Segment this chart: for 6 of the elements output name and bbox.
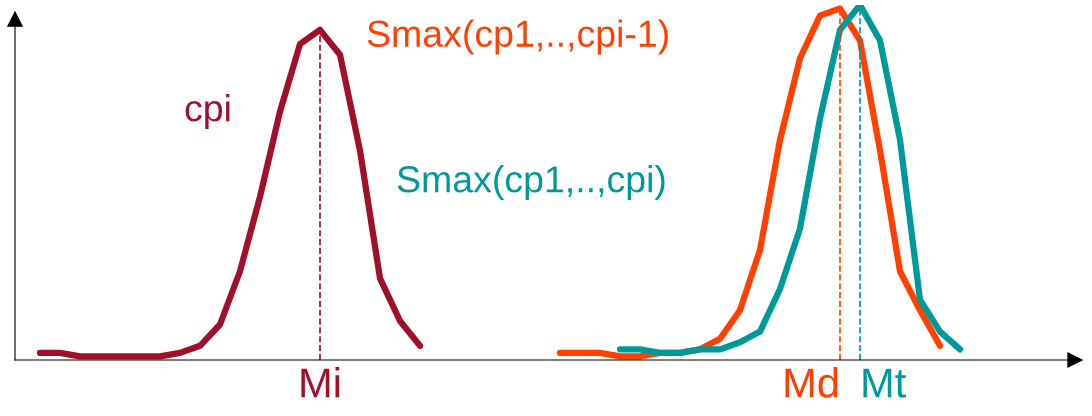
text: Smax(cp1,..,cpi) <box>397 165 665 200</box>
text: Md <box>785 367 838 398</box>
text: Mt <box>863 368 906 398</box>
text: Smax(cp1,..,cpi-1) <box>367 19 668 55</box>
text: Mi <box>301 367 340 398</box>
series-label: cpi <box>185 94 230 129</box>
